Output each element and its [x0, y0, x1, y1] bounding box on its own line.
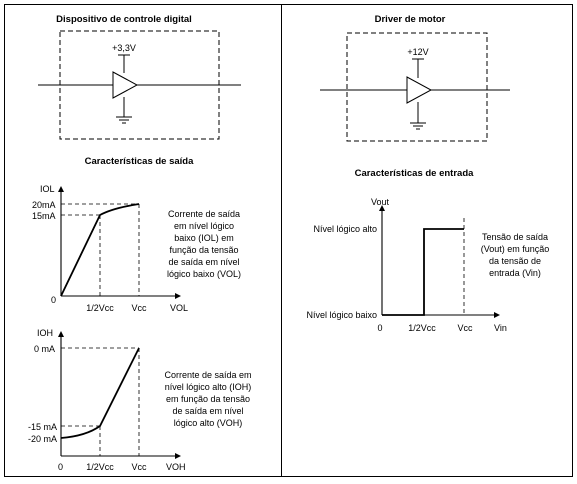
left-section-title: Características de saída — [85, 156, 195, 167]
ioh-caption-line: Corrente de saída em — [164, 370, 251, 380]
vout-tick-half-vcc: 1/2Vcc — [408, 323, 436, 333]
right-buffer-circuit: +12V — [320, 32, 510, 142]
vout-caption-line: Tensão de saída — [482, 232, 548, 242]
ioh-chart: IOH 0 mA -15 mA -20 mA 0 1/2Vcc Vcc VOH … — [28, 328, 252, 472]
vout-curve — [382, 228, 464, 316]
iol-caption-line: função da tensão — [169, 245, 238, 255]
iol-caption-line: lógico baixo (VOL) — [167, 269, 241, 279]
iol-caption-line: de saída em nível — [168, 257, 239, 267]
vout-tick-low: Nível lógico baixo — [306, 310, 377, 320]
vout-caption-line: (Vout) em função — [481, 244, 550, 254]
ioh-curve — [60, 347, 140, 439]
iol-tick-15ma: 15mA — [32, 211, 56, 221]
left-title: Dispositivo de controle digital — [56, 14, 192, 25]
iol-caption: Corrente de saída em nível lógico baixo … — [167, 209, 241, 279]
vout-caption: Tensão de saída (Vout) em função da tens… — [481, 232, 550, 278]
iol-tick-half-vcc: 1/2Vcc — [86, 303, 114, 313]
iol-tick-20ma: 20mA — [32, 200, 56, 210]
iol-caption-line: Corrente de saída — [168, 209, 240, 219]
ioh-tick-vcc: Vcc — [131, 462, 147, 472]
vout-chart: Vout Nível lógico alto Nível lógico baix… — [306, 197, 549, 333]
iol-caption-line: em nível lógico — [174, 221, 234, 231]
iol-tick-origin: 0 — [51, 295, 56, 305]
ioh-ylabel: IOH — [37, 328, 53, 338]
vout-tick-vcc: Vcc — [457, 323, 473, 333]
vout-caption-line: entrada (Vin) — [489, 268, 541, 278]
vout-ylabel: Vout — [371, 197, 390, 207]
iol-curve — [60, 203, 140, 297]
right-supply-label: +12V — [407, 47, 428, 57]
ioh-tick-half-vcc: 1/2Vcc — [86, 462, 114, 472]
vout-caption-line: da tensão de — [489, 256, 541, 266]
outer-frame — [4, 4, 573, 477]
iol-caption-line: baixo (IOL) em — [174, 233, 234, 243]
iol-xlabel: VOL — [170, 303, 188, 313]
left-buffer-icon — [112, 71, 139, 99]
ioh-caption-line: de saída em nível — [172, 406, 243, 416]
iol-tick-vcc: Vcc — [131, 303, 147, 313]
ioh-xlabel: VOH — [166, 462, 186, 472]
vout-xlabel: Vin — [494, 323, 507, 333]
right-dashed-box — [346, 32, 488, 142]
vout-tick-origin: 0 — [377, 323, 382, 333]
ioh-tick-0ma: 0 mA — [34, 344, 55, 354]
vout-tick-high: Nível lógico alto — [313, 224, 377, 234]
ioh-caption-line: nível lógico alto (IOH) — [165, 382, 252, 392]
ioh-caption-line: em função da tensão — [166, 394, 250, 404]
left-buffer-circuit: +3,3V — [38, 30, 241, 140]
right-title: Driver de motor — [375, 14, 446, 25]
ioh-caption-line: lógico alto (VOH) — [174, 418, 243, 428]
iol-ylabel: IOL — [40, 184, 55, 194]
ioh-tick-minus20ma: -20 mA — [28, 434, 57, 444]
left-supply-label: +3,3V — [112, 43, 136, 53]
ioh-tick-minus15ma: -15 mA — [28, 422, 57, 432]
ioh-tick-origin: 0 — [58, 462, 63, 472]
iol-chart: IOL 20mA 15mA 0 1/2Vcc Vcc VOL Corrente … — [32, 184, 241, 313]
right-section-title: Características de entrada — [355, 168, 475, 179]
right-buffer-icon — [406, 76, 433, 104]
ioh-caption: Corrente de saída em nível lógico alto (… — [164, 370, 251, 428]
